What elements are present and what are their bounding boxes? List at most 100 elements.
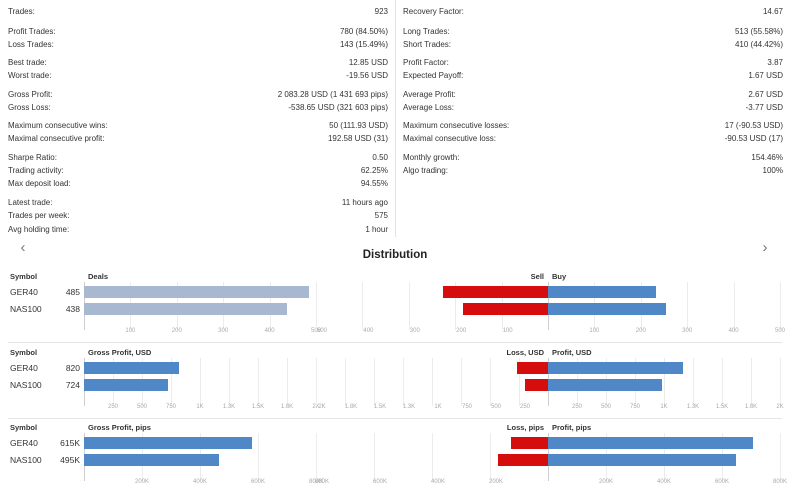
left-tick-label: 800K [308,479,324,485]
left-tick-label: 100 [125,328,136,334]
left-chart-header: Gross Profit, USD [88,348,152,357]
positive-tick-label: 1.8K [744,404,758,410]
symbol-label: NAS100 [10,304,42,314]
negative-bar [511,437,548,449]
left-tick-label: 400K [192,479,208,485]
stat-label: Loss Trades: [8,40,54,49]
negative-bar [463,303,548,315]
negative-header: Loss, USD [506,348,544,357]
stat-label: Monthly growth: [403,153,460,162]
positive-gridline [751,358,752,406]
stat-label: Short Trades: [403,40,452,49]
stat-value: 12.85 USD [348,58,388,67]
positive-gridline [733,282,735,330]
positive-gridline [722,358,723,406]
chevron-left-icon[interactable]: ‹ [20,239,26,256]
left-tick-label: 2K [312,404,320,410]
positive-header: Profit, USD [552,348,592,357]
symbol-header: Symbol [10,423,38,432]
negative-tick-label: 100 [502,328,513,334]
left-chart-header: Deals [88,272,109,281]
stat-value: 575 [374,211,388,220]
stat-label: Max deposit load: [8,179,71,188]
positive-header: Buy [552,272,567,281]
negative-tick-label: 250 [519,404,531,410]
stat-value: 2.67 USD [748,90,783,99]
stat-row: Maximum consecutive wins: 50 (111.93 USD) [8,119,388,132]
stat-label: Average Profit: [403,90,456,99]
left-gridline [287,358,288,406]
negative-tick-label: 400K [430,479,446,485]
stat-label: Trades per week: [8,211,70,220]
positive-bar [548,437,753,449]
negative-gridline [432,358,433,406]
positive-tick-label: 500 [774,328,786,334]
left-chart-header: Gross Profit, pips [88,423,151,432]
row-value-label: 615K [60,438,80,448]
stat-row: Max deposit load: 94.55% [8,177,388,190]
positive-gridline [664,358,665,406]
column-divider [395,0,396,237]
stat-row: Loss Trades: 143 (15.49%) [8,38,388,51]
positive-tick-label: 200 [635,328,646,334]
stat-label: Best trade: [8,58,47,67]
stat-row: Profit Factor: 3.87 [403,56,783,69]
stat-value: 1 hour [365,225,388,234]
stat-value: 17 (-90.53 USD) [724,121,783,130]
left-tick-label: 200 [171,328,182,334]
left-tick-label: 1K [196,404,204,410]
positive-gridline [780,282,781,330]
stat-value: -90.53 USD (17) [724,134,783,143]
stat-row: Trades: 923 [8,5,388,18]
row-value-label: 724 [65,380,80,390]
stat-value: 0.50 [372,153,388,162]
left-gridline [229,358,230,406]
negative-bar [497,454,548,466]
stat-row: Sharpe Ratio: 0.50 [8,151,388,164]
stat-value: 62.25% [360,166,388,175]
stat-row: Expected Payoff: 1.67 USD [403,69,783,82]
stat-value: 11 hours ago [341,198,388,207]
stat-value: 1.67 USD [748,71,783,80]
negative-gridline [461,358,462,406]
stat-row: Average Loss: -3.77 USD [403,101,783,114]
positive-tick-label: 200K [598,479,614,485]
left-tick-label: 750 [165,404,177,410]
stat-row: Gross Loss: -538.65 USD (321 603 pips) [8,101,388,114]
positive-bar [548,379,662,391]
stat-value: 513 (55.58%) [734,27,783,36]
stat-label: Profit Trades: [8,27,56,36]
left-gridline [258,433,259,481]
row-value-label: 485 [65,287,80,297]
left-gridline [200,358,201,406]
negative-header: Sell [530,272,544,281]
stat-label: Gross Loss: [8,103,51,112]
left-bar [84,454,220,466]
positive-tick-label: 1.5K [715,404,729,410]
positive-tick-label: 400K [656,479,672,485]
negative-bar [516,362,548,374]
positive-gridline [693,358,694,406]
stat-label: Recovery Factor: [403,7,464,16]
negative-tick-label: 1.3K [402,404,416,410]
negative-gridline [455,282,457,330]
stat-value: 100% [762,166,783,175]
stat-row: Maximal consecutive loss: -90.53 USD (17) [403,132,783,145]
stat-label: Maximal consecutive loss: [403,134,496,143]
positive-bar [548,303,667,315]
stat-label: Maximal consecutive profit: [8,134,105,143]
row-value-label: 820 [65,363,80,373]
statistics-panel: Trades: 923 Profit Trades: 780 (84.50%) Loss… [0,0,790,237]
negative-tick-label: 200K [488,479,504,485]
stat-label: Avg holding time: [8,225,70,234]
distribution-title: Distribution [362,249,428,261]
positive-bar [548,454,737,466]
negative-gridline [362,282,364,330]
positive-header: Profit, pips [552,423,592,432]
stat-row: Best trade: 12.85 USD [8,56,388,69]
negative-bar [524,379,548,391]
negative-tick-label: 500 [316,328,328,334]
chevron-right-icon[interactable]: › [762,239,768,256]
negative-gridline [519,358,520,406]
row-value-label: 495K [60,455,80,465]
